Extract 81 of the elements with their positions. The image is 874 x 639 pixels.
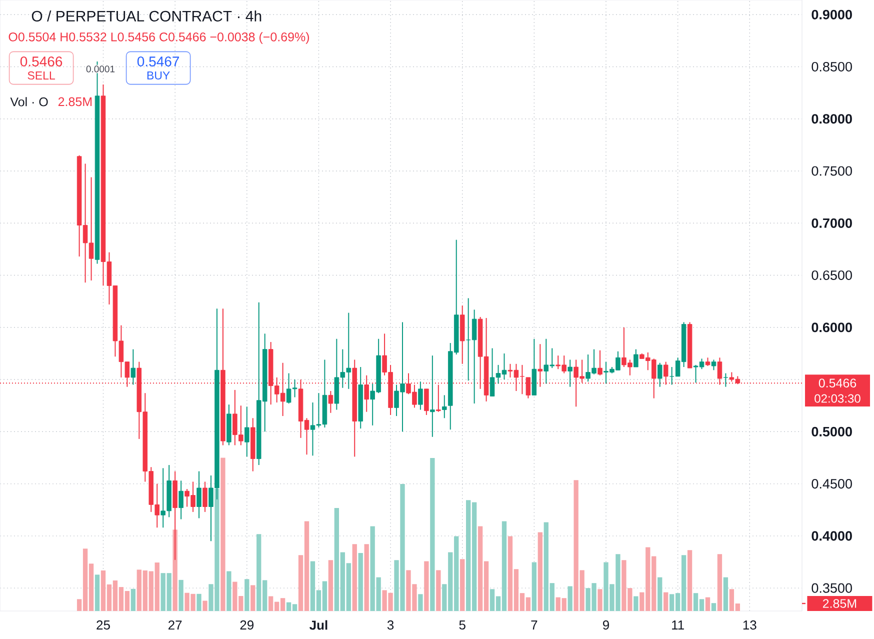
bar <box>220 458 226 611</box>
bar <box>226 571 232 611</box>
candlestick <box>328 390 334 414</box>
x-tick-label: 29 <box>240 620 254 630</box>
y-tick-label: 0.3500 <box>812 583 852 593</box>
bar <box>658 577 662 611</box>
bar <box>364 544 369 611</box>
y-tick-label: 0.8500 <box>812 62 852 72</box>
bar <box>568 586 572 611</box>
x-tick-label: Jul <box>310 620 328 630</box>
bar <box>328 560 334 611</box>
annotation: 0.0001 <box>86 66 115 72</box>
text: O0.5504 H0.5532 L0.5456 C0.5466 −0.0038 (−0.69%) <box>8 32 309 44</box>
candlestick <box>364 374 369 412</box>
bar <box>711 603 716 611</box>
x-tick-label: 7 <box>531 620 538 630</box>
candlestick <box>244 406 250 458</box>
x-tick-label: 9 <box>602 620 609 630</box>
x-tick-label: 27 <box>168 620 182 630</box>
candlestick <box>723 372 728 388</box>
y-tick-label: 0.9000 <box>812 10 852 20</box>
y-tick-label: 0.6000 <box>812 322 852 332</box>
y2-axis-title: Vol · O <box>10 97 48 106</box>
ref-line-label: 0.5466 <box>818 378 856 388</box>
bar <box>424 561 429 611</box>
candlestick <box>442 394 447 419</box>
bar <box>598 589 602 611</box>
bar <box>250 585 256 611</box>
bar <box>538 532 542 611</box>
bar <box>352 544 357 611</box>
candlestick <box>568 359 572 388</box>
annotation: SELL <box>28 71 55 80</box>
candlestick <box>598 350 602 376</box>
candlestick <box>130 348 136 386</box>
x-tick-label: 11 <box>672 620 684 630</box>
y-tick-label: 0.4000 <box>812 531 852 541</box>
annotation: 2.85M <box>58 97 92 106</box>
bar <box>178 580 184 611</box>
candlestick <box>657 362 662 388</box>
bar <box>532 562 537 611</box>
bar <box>430 458 435 611</box>
x-tick-label: 5 <box>459 620 466 630</box>
bar <box>418 594 423 611</box>
x-tick-label: 25 <box>96 620 110 630</box>
bar <box>244 579 250 611</box>
y-tick-label: 0.8000 <box>812 114 852 124</box>
x-tick-label: 13 <box>743 620 756 630</box>
bar <box>196 594 202 611</box>
annotation: 0.5467 <box>137 56 179 66</box>
bar <box>130 588 136 611</box>
y2-tick-label: 2.85M <box>822 599 856 608</box>
bar <box>687 550 692 611</box>
y-tick-label: 0.7000 <box>812 218 852 228</box>
bar <box>202 600 208 611</box>
candlestick <box>424 388 429 416</box>
candlestick <box>418 381 423 410</box>
y-tick-label: 0.5000 <box>812 426 852 436</box>
candlestick <box>202 481 208 512</box>
y-tick-label: 0.6500 <box>812 270 852 280</box>
annotation: BUY <box>147 71 170 80</box>
candlestick <box>430 355 435 438</box>
y-tick-label: 0.4500 <box>812 479 852 489</box>
bar <box>717 554 722 611</box>
bar <box>664 592 668 611</box>
bar <box>436 570 441 611</box>
candlestick <box>196 470 202 519</box>
bar <box>460 559 465 611</box>
y-tick-label: 0.7500 <box>812 166 852 176</box>
bar <box>723 577 728 611</box>
x-tick-label: 3 <box>387 620 394 630</box>
bar <box>94 574 100 611</box>
candlestick <box>178 480 184 520</box>
bar <box>172 530 178 611</box>
bar <box>358 553 363 611</box>
candlestick <box>711 359 716 371</box>
bar <box>634 596 638 611</box>
candlestick <box>634 348 638 368</box>
annotation: 0.5466 <box>20 56 62 66</box>
bar <box>705 597 710 611</box>
text: O / PERPETUAL CONTRACT · 4h <box>32 10 262 22</box>
text: 02:03:30 <box>814 394 860 403</box>
